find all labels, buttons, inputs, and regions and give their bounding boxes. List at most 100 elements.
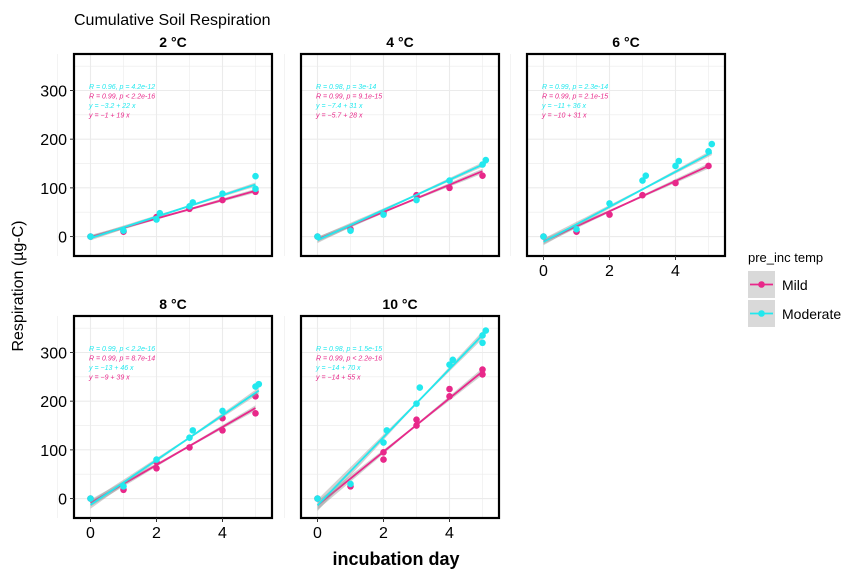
annotation-moderate-eq: y = −13 + 46 x bbox=[88, 365, 134, 372]
annotation-mild-r: R = 0.99, p < 2.2e-16 bbox=[89, 94, 155, 101]
data-point bbox=[314, 233, 321, 240]
data-point bbox=[153, 456, 160, 463]
annotation-mild-r: R = 0.99, p = 8.7e-14 bbox=[89, 356, 155, 363]
data-point bbox=[120, 227, 127, 234]
panel-frame bbox=[72, 314, 274, 520]
data-point bbox=[413, 196, 420, 204]
data-point bbox=[479, 332, 486, 339]
panel-frame bbox=[299, 314, 501, 520]
annotation-mild-eq: y = −14 + 55 x bbox=[315, 375, 361, 382]
annotation-mild-r: R = 0.99, p = 9.1e-15 bbox=[316, 94, 382, 101]
data-point bbox=[449, 356, 457, 364]
annotation-mild-eq: y = −1 + 19 x bbox=[88, 113, 130, 120]
data-point bbox=[606, 200, 613, 207]
data-point bbox=[347, 227, 354, 234]
x-tick-label: 0 bbox=[539, 263, 548, 280]
x-tick-label: 4 bbox=[671, 263, 680, 280]
data-point bbox=[413, 416, 420, 423]
fit-line bbox=[543, 151, 713, 243]
data-point bbox=[639, 177, 646, 184]
data-point bbox=[219, 407, 226, 415]
panel-frame bbox=[72, 52, 274, 258]
panel-background bbox=[74, 54, 272, 256]
data-point bbox=[252, 410, 259, 417]
data-point bbox=[87, 233, 94, 240]
panel-label: 6 °C bbox=[612, 34, 639, 50]
data-point bbox=[446, 177, 453, 184]
data-point bbox=[380, 211, 387, 218]
fit-line bbox=[543, 165, 709, 243]
data-point bbox=[219, 190, 226, 197]
data-point bbox=[186, 444, 193, 451]
data-point bbox=[708, 140, 716, 148]
panel-grid bbox=[57, 54, 272, 256]
legend: pre_inc temp Mild Moderate bbox=[748, 250, 841, 327]
x-tick-label: 2 bbox=[379, 525, 388, 542]
data-point bbox=[446, 385, 453, 393]
facet-panel: 10 °C R = 0.98, p = 1.5e-15 R = 0.99, p < … bbox=[284, 296, 501, 542]
facet-panel: 8 °C R = 0.99, p < 2.2e-16 R = 0.99, p = 8… bbox=[40, 296, 274, 542]
data-point bbox=[314, 495, 321, 502]
data-point bbox=[380, 439, 387, 446]
legend-key-point bbox=[758, 281, 765, 288]
legend-entry: Mild bbox=[748, 271, 808, 298]
panel-label: 10 °C bbox=[382, 296, 417, 312]
data-point bbox=[479, 339, 486, 347]
data-point bbox=[120, 483, 127, 490]
data-point bbox=[446, 393, 453, 400]
panel-grid bbox=[57, 316, 272, 518]
data-point bbox=[252, 172, 259, 180]
fit-line bbox=[316, 330, 487, 506]
data-point bbox=[413, 422, 420, 429]
data-point bbox=[153, 216, 160, 223]
data-point bbox=[189, 199, 197, 206]
fit-line bbox=[90, 183, 256, 239]
data-point bbox=[416, 384, 424, 391]
facet-panels: 2 °C R = 0.96, p = 4.2e-12 R = 0.99, p < 2… bbox=[40, 34, 727, 542]
facet-panel: 6 °C R = 0.99, p = 2.3e-14 R = 0.99, p = 2… bbox=[510, 34, 727, 280]
legend-entry: Moderate bbox=[748, 300, 841, 327]
data-point bbox=[252, 185, 259, 193]
data-point bbox=[672, 162, 679, 170]
data-point bbox=[413, 400, 420, 407]
panel-label: 8 °C bbox=[159, 296, 186, 312]
annotation-moderate-eq: y = −11 + 36 x bbox=[541, 103, 587, 110]
panel-background bbox=[527, 54, 725, 256]
annotation-moderate-eq: y = −7.4 + 31 x bbox=[315, 103, 363, 110]
data-point bbox=[446, 361, 453, 368]
panel-grid bbox=[284, 316, 499, 518]
annotation-moderate-r: R = 0.98, p = 3e-14 bbox=[316, 84, 376, 91]
y-tick-label: 200 bbox=[40, 394, 67, 411]
fit-line bbox=[89, 389, 260, 506]
panel-grid bbox=[284, 54, 499, 256]
data-point bbox=[186, 434, 193, 441]
x-axis-label: incubation day bbox=[332, 549, 459, 569]
data-point bbox=[606, 211, 613, 218]
data-point bbox=[189, 427, 197, 434]
x-tick-label: 0 bbox=[86, 525, 95, 542]
annotation-moderate-eq: y = −3.2 + 22 x bbox=[88, 103, 136, 110]
panel-background bbox=[301, 316, 499, 518]
panel-grid bbox=[510, 54, 725, 256]
data-point bbox=[87, 495, 94, 502]
data-point bbox=[153, 465, 160, 472]
annotation-moderate-r: R = 0.98, p = 1.5e-15 bbox=[316, 346, 382, 353]
data-point bbox=[255, 380, 263, 388]
data-point bbox=[672, 179, 679, 187]
annotation-moderate-r: R = 0.96, p = 4.2e-12 bbox=[89, 84, 155, 91]
data-point bbox=[540, 233, 547, 240]
panel-frame bbox=[525, 52, 727, 258]
x-tick-label: 4 bbox=[445, 525, 454, 542]
x-tick-label: 2 bbox=[152, 525, 161, 542]
data-point bbox=[479, 371, 486, 378]
legend-title: pre_inc temp bbox=[748, 250, 823, 265]
data-point bbox=[482, 156, 490, 164]
fit-line bbox=[316, 370, 484, 507]
legend-key-point bbox=[758, 310, 765, 317]
data-point bbox=[479, 172, 486, 179]
panel-background bbox=[301, 54, 499, 256]
annotation-moderate-eq: y = −14 + 70 x bbox=[315, 365, 361, 372]
annotation-mild-eq: y = −9 + 39 x bbox=[88, 375, 130, 382]
annotation-mild-r: R = 0.99, p = 2.1e-15 bbox=[542, 94, 608, 101]
